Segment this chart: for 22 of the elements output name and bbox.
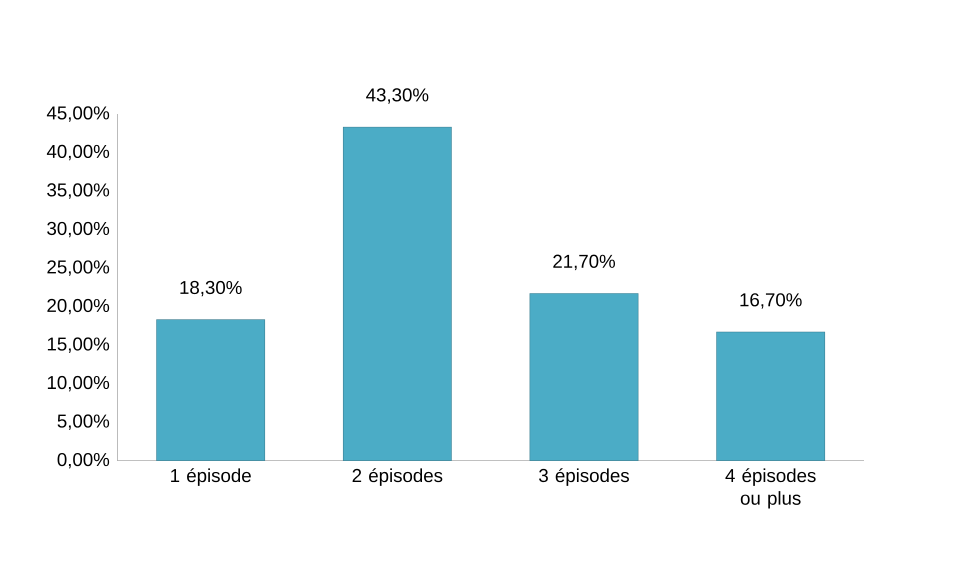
x-tick-label: 1 épisode bbox=[171, 468, 251, 486]
y-tick-label: 45,00% bbox=[46, 106, 110, 122]
y-tick-label: 20,00% bbox=[47, 298, 110, 314]
y-tick-label: 10,00% bbox=[48, 376, 110, 392]
bar bbox=[530, 293, 638, 461]
data-label: 21,70% bbox=[553, 254, 615, 270]
y-tick-label: 15,00% bbox=[48, 337, 110, 353]
y-tick-label: 0,00% bbox=[58, 452, 110, 468]
x-tick-label: 2 épisodes bbox=[352, 468, 442, 486]
data-label: 43,30% bbox=[366, 88, 428, 104]
y-tick-label: 30,00% bbox=[47, 222, 110, 238]
data-label: 16,70% bbox=[740, 293, 802, 309]
x-tick-label: 4 épisodes ou plus bbox=[725, 468, 816, 508]
x-tick-label: 3 épisodes bbox=[539, 468, 629, 486]
y-tick-label: 25,00% bbox=[47, 260, 110, 276]
y-tick-label: 35,00% bbox=[47, 183, 110, 199]
y-tick-label: 40,00% bbox=[46, 144, 110, 160]
y-tick-label: 5,00% bbox=[58, 414, 110, 430]
bar bbox=[342, 126, 452, 461]
bar bbox=[716, 332, 826, 461]
bar bbox=[156, 319, 266, 461]
data-label: 18,30% bbox=[180, 280, 242, 296]
